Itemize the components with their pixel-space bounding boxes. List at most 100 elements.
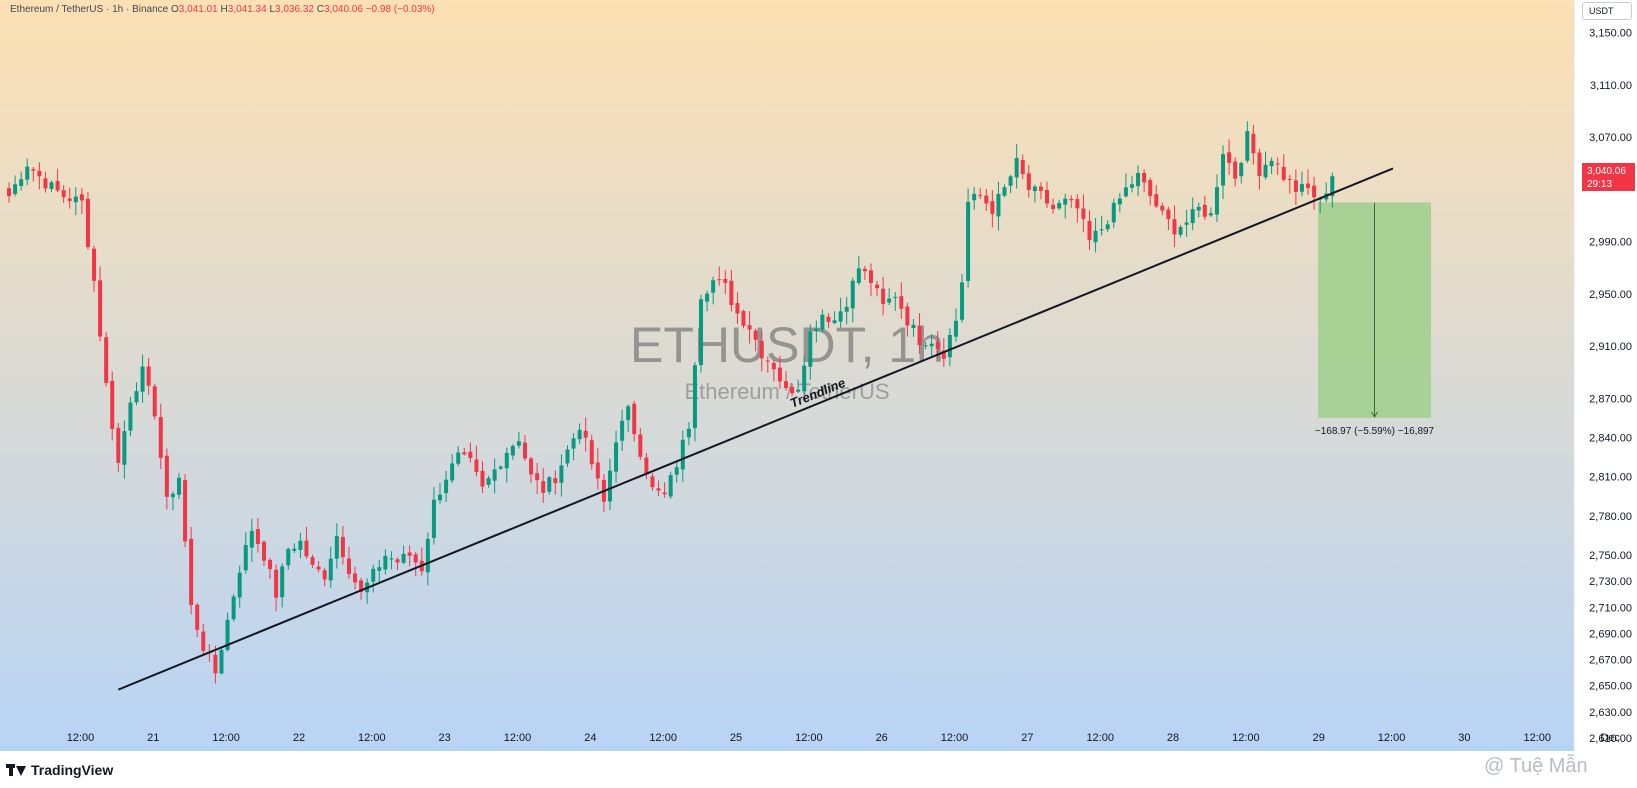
candle-body [377,567,382,571]
candle-body [444,479,449,494]
candle-body [413,554,418,563]
candle-body [164,455,169,497]
candle-body [19,179,24,186]
candle-body [170,493,175,498]
footer [0,751,1637,788]
candle-body [189,538,194,606]
candle-body [249,530,254,548]
candle-body [183,480,188,542]
candle-body [255,529,260,544]
x-tick-label: 24 [584,732,596,744]
candle-body [110,380,115,429]
candle-body [298,540,303,551]
candle-body [790,386,795,394]
candle-body [1184,222,1189,225]
candle-body [808,331,813,367]
candle-body [1038,186,1043,191]
watermark-symbol: ETHUSDT, 1h [630,317,944,373]
candle-body [783,381,788,389]
candle-body [893,296,898,298]
candle-body [905,306,910,326]
candle-body [966,201,971,281]
high-label: H [220,4,228,15]
y-tick-label: 2,610.00 [1589,733,1632,745]
candle-body [686,428,691,438]
candle-body [960,282,965,320]
candle-body [589,440,594,465]
tradingview-logo[interactable]: TradingView [6,762,113,778]
chart-svg[interactable]: ETHUSDT, 1h Ethereum / TetherUS −168.97 … [0,0,1637,751]
x-axis: 12:00 21 12:00 22 12:00 23 12:00 24 12:00 25 12:00… [67,732,1621,744]
x-tick-label: 12:00 [1086,732,1114,744]
candle-body [565,449,570,464]
candle-body [1214,187,1219,215]
candle-body [1111,202,1116,223]
candle-body [274,569,279,598]
candle-body [1202,204,1207,217]
candle-body [917,325,922,346]
candle-body [571,438,576,449]
candle-body [1208,213,1213,216]
x-tick-label: 27 [1021,732,1033,744]
candle-body [881,288,886,305]
candle-body [104,337,109,384]
candle-body [607,470,612,502]
candle-body [741,311,746,326]
measure-arrow-head-icon [1371,411,1378,418]
x-tick-label: 25 [730,732,742,744]
candle-body [911,324,916,328]
candle-body [116,427,121,463]
close-label: C [316,4,324,15]
candle-body [128,402,133,431]
candle-body [535,473,540,481]
candle-body [219,650,224,674]
candle-body [583,430,588,438]
candle-body [972,193,977,201]
candle-body [1293,180,1298,192]
candle-body [243,544,248,571]
x-tick-label: 12:00 [795,732,823,744]
candle-body [92,248,97,281]
x-tick-label: 26 [876,732,888,744]
y-tick-label: 2,670.00 [1589,655,1632,667]
candle-body [425,538,430,573]
x-tick-label: 23 [439,732,451,744]
candle-body [838,311,843,322]
candle-body [553,478,558,484]
candle-body [522,442,527,459]
candle-body [322,570,327,580]
candle-body [1093,230,1098,243]
candle-body [978,195,983,197]
candle-body [1069,198,1074,201]
candle-body [717,279,722,281]
candle-body [340,536,345,558]
currency-selector[interactable]: USDT [1582,2,1632,20]
price-axis-background [1574,0,1637,751]
candle-body [140,366,145,392]
candle-body [735,303,740,314]
author-watermark: @ Tuệ Mẫn [1484,755,1588,778]
chart-area[interactable]: ETHUSDT, 1h Ethereum / TetherUS −168.97 … [0,0,1637,751]
candle-body [1287,178,1292,180]
candle-body [1275,163,1280,165]
candle-body [577,429,582,440]
candle-body [353,573,358,583]
measure-layer: −168.97 (−5.59%) −16,897 [1315,202,1435,437]
y-tick-label: 2,950.00 [1589,289,1632,301]
low-label: L [269,4,276,15]
candle-body [1233,161,1238,179]
y-tick-label: 2,780.00 [1589,511,1632,523]
x-tick-label: 21 [147,732,159,744]
candle-body [1281,166,1286,180]
y-tick-label: 2,690.00 [1589,628,1632,640]
x-tick-label: 12:00 [504,732,532,744]
candle-body [1014,157,1019,178]
candle-body [692,365,697,429]
candle-body [1330,176,1335,197]
candle-body [699,299,704,366]
candle-body [802,365,807,392]
candle-body [25,166,30,180]
candle-body [862,268,867,272]
tradingview-brand: TradingView [31,762,114,778]
candle-body [541,481,546,493]
